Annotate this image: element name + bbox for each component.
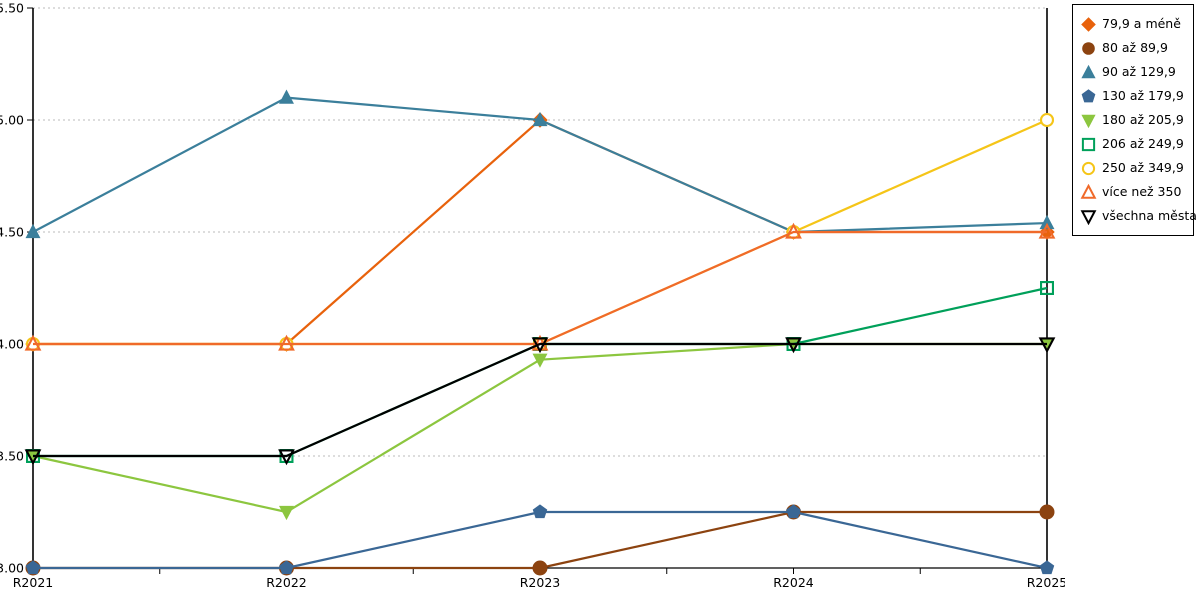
y-axis-tick-label: 5.50 [0,1,24,16]
circle-marker-icon [1080,160,1097,177]
legend-item-label: 80 až 89,9 [1102,39,1168,55]
chart-legend: 79,9 a méně 80 až 89,9 90 až 129,9 130 až 1… [1072,4,1197,236]
legend-item-label: všechna města [1102,207,1197,223]
data-point-marker [532,111,548,127]
diamond-marker-icon [1080,16,1097,33]
data-point-marker [278,449,295,466]
series-line [33,342,1047,458]
series-line [33,230,1047,346]
data-point-marker [1039,214,1055,230]
data-point-marker [532,353,548,368]
x-axis-tick-label: R2022 [266,575,307,590]
legend-item-label: 250 až 349,9 [1102,159,1184,175]
data-point-marker [531,337,549,354]
y-axis-tick-label: 4.00 [0,337,24,352]
y-axis-tick-label: 3.50 [0,449,24,464]
x-axis-tick-label: R2021 [13,575,54,590]
series-v-ce-ne-350 [24,222,1056,351]
legend-item[interactable]: všechna města [1080,204,1197,228]
data-point-marker [785,222,802,239]
data-point-marker [24,334,42,351]
series-130-a-179-9 [25,504,1055,575]
data-point-marker [1039,560,1055,575]
legend-item[interactable]: 250 až 349,9 [1080,156,1187,180]
series-180-a-205-9 [25,337,1055,521]
legend-item[interactable]: 90 až 129,9 [1080,60,1187,84]
y-gridlines: 3.00 3.50 4.00 4.50 5.00 5.50 [0,1,1047,576]
y-axis-tick-label: 5.00 [0,113,24,128]
data-point-marker [1040,281,1054,295]
pentagon-marker-icon [1080,88,1097,105]
legend-item-label: 79,9 a méně [1102,15,1181,31]
data-point-marker [279,505,294,521]
data-point-marker [785,337,802,354]
series-line [32,342,1047,514]
legend-item[interactable]: 80 až 89,9 [1080,36,1187,60]
data-point-marker [532,560,548,576]
legend-item-label: 206 až 249,9 [1102,135,1184,151]
square-marker-icon [1080,136,1097,153]
x-axis-tick-label: R2025 [1027,575,1065,590]
legend-item-label: více než 350 [1102,183,1182,199]
triangle-down-marker-icon [1080,112,1097,129]
x-axis-tick-label: R2024 [773,575,814,590]
series-206-a-249-9 [26,281,1054,463]
data-point-marker [1039,112,1055,128]
series-v-echna-m-sta [24,337,1056,466]
legend-item[interactable]: 79,9 a méně [1080,12,1187,36]
data-point-marker [25,560,41,575]
triangle-up-marker-icon [1080,64,1097,81]
legend-item[interactable]: 130 až 179,9 [1080,84,1187,108]
y-axis-tick-label: 3.00 [0,561,24,576]
legend-item-label: 180 až 205,9 [1102,111,1184,127]
triangle-down-marker-icon [1080,208,1097,225]
series-line [33,510,1048,570]
triangle-up-marker-icon [1080,183,1097,201]
data-point-marker [24,449,42,466]
data-point-marker [25,223,41,239]
series-line [33,510,1047,570]
line-chart: 3.00 3.50 4.00 4.50 5.00 5.50 R2021 R2022 R2023 R… [0,1,1065,591]
data-point-marker [1039,504,1055,520]
data-point-marker [786,504,801,519]
data-point-marker [1038,222,1056,239]
data-point-marker [279,560,294,575]
y-axis-tick-label: 4.50 [0,225,24,240]
legend-item-label: 90 až 129,9 [1102,63,1176,79]
circle-marker-icon [1080,40,1097,57]
legend-item[interactable]: 206 až 249,9 [1080,132,1187,156]
legend-item-label: 130 až 179,9 [1102,87,1184,103]
data-point-marker [278,334,295,351]
data-point-marker [1038,337,1056,354]
data-point-marker [532,504,548,519]
data-point-marker [279,89,294,104]
legend-item[interactable]: 180 až 205,9 [1080,108,1187,132]
series-90-a-129-9 [25,89,1055,239]
x-axis-tick-label: R2023 [520,575,561,590]
legend-item[interactable]: více než 350 [1080,180,1187,204]
series-line [33,286,1048,458]
